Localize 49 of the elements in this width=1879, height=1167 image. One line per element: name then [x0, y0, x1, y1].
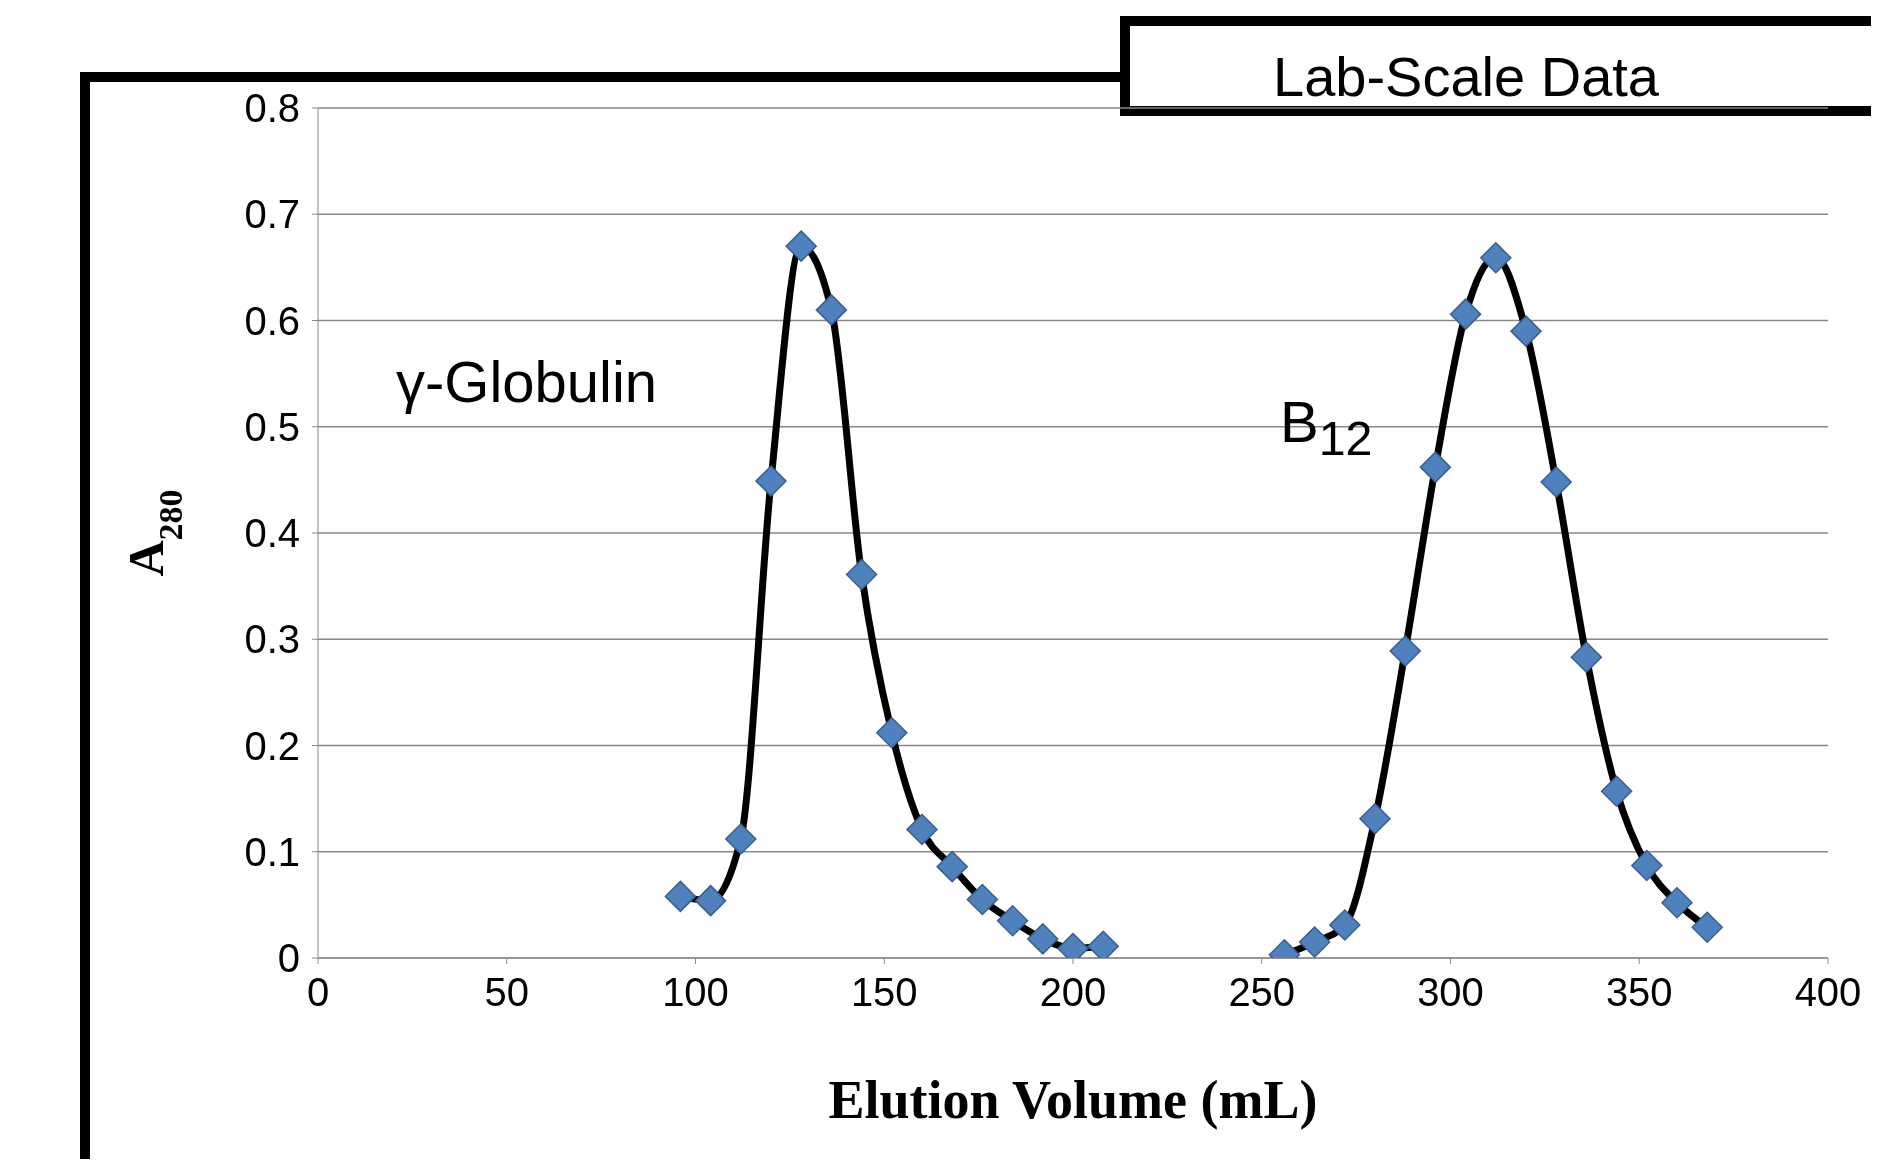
point	[664, 880, 697, 913]
point	[1027, 923, 1059, 955]
y-tick-label: 0.1	[244, 829, 300, 874]
point	[845, 558, 878, 591]
point	[1691, 911, 1723, 943]
point	[1540, 466, 1572, 498]
y-tick-label: 0	[277, 936, 300, 981]
x-tick-label: 50	[484, 970, 529, 1015]
point	[725, 823, 757, 855]
x-tick-label: 100	[662, 970, 729, 1015]
x-tick-label: 400	[1794, 970, 1862, 1015]
x-tick-label: 200	[1039, 970, 1107, 1015]
y-tick-label: 0.4	[244, 511, 300, 556]
point	[966, 883, 999, 916]
point	[1631, 849, 1663, 882]
annotation: γ-Globulin	[396, 349, 658, 414]
point	[936, 850, 968, 883]
point	[906, 813, 938, 846]
point	[694, 884, 727, 917]
x-tick-label: 150	[850, 970, 918, 1015]
y-tick-label: 0.7	[244, 192, 300, 237]
annotation: B$_{12}$	[1280, 389, 1373, 465]
point	[1449, 298, 1482, 330]
point	[1661, 887, 1693, 919]
point	[1600, 775, 1633, 807]
point	[755, 465, 787, 497]
point	[1570, 641, 1603, 674]
y-tick-label: 0.2	[244, 723, 300, 768]
y-tick-label: 0.3	[244, 617, 300, 662]
point	[1329, 909, 1361, 941]
x-tick-label: 250	[1228, 970, 1296, 1015]
x-tick-label: 300	[1417, 970, 1484, 1015]
y-tick-label: 0.8	[244, 86, 300, 131]
x-tick-label: 350	[1605, 970, 1673, 1015]
chart-title: Lab-Scale Data	[1272, 44, 1660, 109]
point	[1389, 635, 1421, 667]
x-axis-title: Elution Volume (mL)	[828, 1070, 1318, 1130]
point	[1510, 315, 1542, 347]
point	[1359, 803, 1391, 835]
point	[876, 717, 908, 749]
point	[996, 905, 1029, 937]
point	[815, 294, 848, 326]
point	[1480, 242, 1512, 274]
y-tick-label: 0.6	[244, 298, 300, 343]
x-tick-label: 0	[306, 970, 330, 1015]
y-tick-label: 0.5	[244, 404, 300, 449]
point	[1298, 926, 1331, 958]
point	[785, 230, 817, 262]
point	[1419, 451, 1452, 483]
